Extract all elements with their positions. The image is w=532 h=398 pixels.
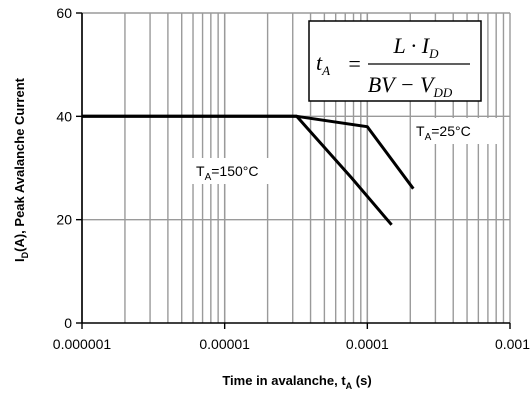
formula-numerator: L · ID xyxy=(392,33,439,61)
series-label-25c: TA=25°C xyxy=(412,118,502,144)
formula-equals: = xyxy=(347,51,362,76)
series-label-150c: TA=150°C xyxy=(192,158,284,184)
x-tick-label: 0.00001 xyxy=(199,336,250,352)
y-tick-label: 60 xyxy=(56,5,72,21)
x-tick-label: 0.000001 xyxy=(53,336,112,352)
formula-lhs: tA xyxy=(316,50,330,78)
formula-frame xyxy=(308,20,482,102)
formula-box: tA = L · ID BV − VDD xyxy=(308,20,482,102)
series-line-150c xyxy=(82,114,393,226)
y-tick-label: 0 xyxy=(64,315,72,331)
axes: 0 20 40 60 0.000001 0.00001 0.0001 0.001 xyxy=(53,5,530,352)
formula-denominator: BV − VDD xyxy=(368,72,453,100)
x-tick-label: 0.0001 xyxy=(346,336,389,352)
y-axis-title: ID(A), Peak Avalanche Current xyxy=(12,77,30,262)
series-label-background xyxy=(412,118,502,144)
x-axis-title: Time in avalanche, tA (s) xyxy=(222,373,371,391)
series-label-text: TA=25°C xyxy=(416,123,471,143)
series-group xyxy=(82,114,415,226)
x-tick-label: 0.001 xyxy=(495,336,530,352)
y-tick-label: 40 xyxy=(56,108,72,124)
series-label-background xyxy=(192,158,284,184)
series-labels: TA=25°C TA=150°C xyxy=(192,118,502,184)
y-tick-label: 20 xyxy=(56,212,72,228)
series-label-text: TA=150°C xyxy=(196,163,258,183)
